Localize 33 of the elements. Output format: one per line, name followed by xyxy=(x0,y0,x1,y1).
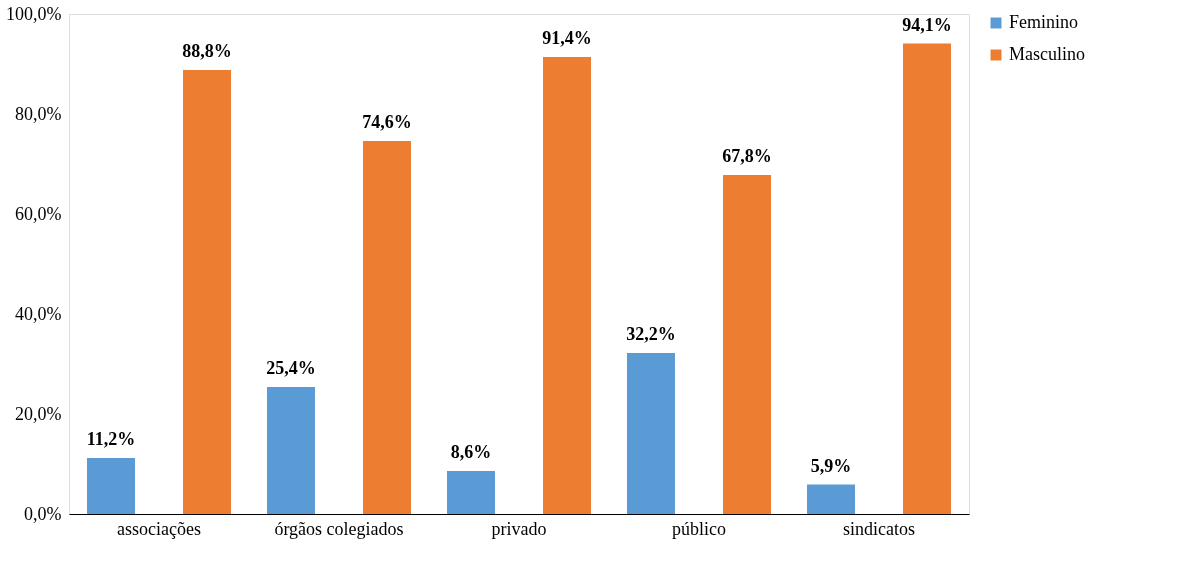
bar xyxy=(183,70,231,514)
data-label: 11,2% xyxy=(86,429,136,449)
data-label: 8,6% xyxy=(450,442,492,462)
bar xyxy=(627,353,675,514)
data-label: 94,1% xyxy=(902,14,952,35)
y-tick-label: 60,0% xyxy=(15,203,62,224)
bar xyxy=(807,484,855,514)
y-tick-label: 0,0% xyxy=(24,503,62,524)
bar xyxy=(87,458,135,514)
y-tick-label: 80,0% xyxy=(15,103,62,124)
data-label: 91,4% xyxy=(542,28,592,48)
bar xyxy=(903,43,951,514)
x-tick-label: privado xyxy=(491,518,547,539)
bar xyxy=(543,57,591,514)
bar xyxy=(447,471,495,514)
legend-label: Feminino xyxy=(1009,12,1079,32)
data-label: 88,8% xyxy=(182,41,232,61)
legend-label: Masculino xyxy=(1009,44,1085,64)
data-label: 25,4% xyxy=(266,358,316,378)
data-label: 67,8% xyxy=(722,146,772,166)
x-tick-label: associações xyxy=(117,518,201,539)
data-label: 74,6% xyxy=(362,112,412,132)
x-tick-label: público xyxy=(672,518,726,539)
bar xyxy=(723,175,771,514)
x-tick-label: sindicatos xyxy=(843,518,915,539)
data-label: 32,2% xyxy=(626,324,676,344)
data-label: 5,9% xyxy=(810,455,852,476)
y-tick-label: 40,0% xyxy=(15,303,62,324)
bar xyxy=(363,141,411,514)
y-tick-label: 100,0% xyxy=(6,3,62,24)
y-tick-label: 20,0% xyxy=(15,403,62,424)
bar xyxy=(267,387,315,514)
x-tick-label: órgãos colegiados xyxy=(274,518,404,539)
